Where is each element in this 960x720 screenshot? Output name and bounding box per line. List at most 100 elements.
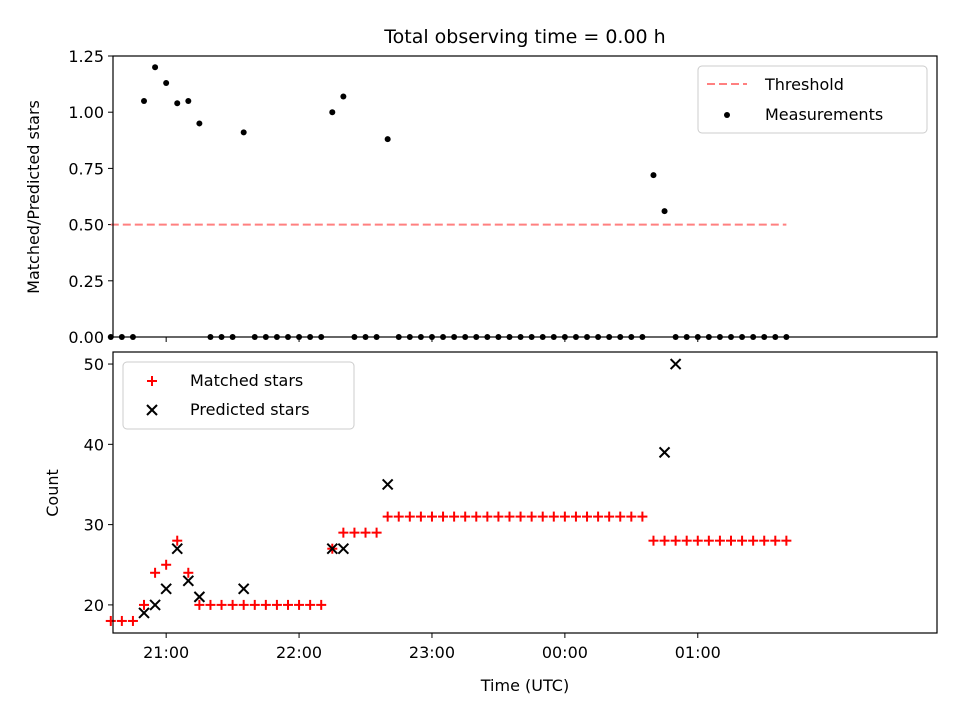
x-marker-b [237, 583, 250, 595]
measurement-point [329, 109, 336, 116]
measurement-point [185, 97, 192, 104]
matched-star-point [216, 599, 227, 610]
matched-star-point [637, 511, 648, 522]
y-tick-label: 30 [84, 516, 104, 535]
x-marker-b [326, 542, 338, 555]
matched-star-point [161, 559, 172, 570]
top-axes-frame [112, 55, 938, 338]
x-marker-b [669, 358, 682, 370]
bottom-legend: Matched stars Predicted stars [122, 361, 355, 430]
matched-star-point [282, 599, 293, 610]
predicted-star-point [193, 591, 206, 603]
x-marker-b [160, 583, 172, 595]
legend-measurement-swatch [724, 112, 730, 118]
matched-star-point [737, 535, 748, 546]
x-tick-label: 21:00 [143, 643, 189, 662]
matched-star-point [294, 599, 305, 610]
matched-star-point [582, 511, 593, 522]
x-tick-label: 22:00 [276, 643, 322, 662]
y-tick-label: 50 [84, 355, 104, 374]
x-marker-b [146, 404, 158, 416]
matched-star-point [449, 511, 460, 522]
predicted-star-point [138, 607, 150, 619]
predicted-star-point [381, 478, 394, 491]
matched-star-point [194, 599, 205, 610]
top-legend: Threshold Measurements [697, 65, 928, 134]
matched-star-point [249, 599, 260, 610]
legend-threshold-label: Threshold [764, 75, 844, 94]
matched-star-point [127, 615, 138, 626]
legend-measurement-label: Measurements [765, 105, 883, 124]
matched-star-point [781, 535, 792, 546]
bottom-legend-box [122, 361, 355, 430]
matched-star-point [648, 535, 659, 546]
matched-star-point [559, 511, 570, 522]
measurement-point [152, 64, 159, 71]
measurement-point [661, 208, 668, 215]
measurement-point [174, 100, 181, 107]
matched-star-point [260, 599, 271, 610]
measurement-point [141, 97, 148, 104]
matched-star-point [305, 599, 316, 610]
x-tick-label: 01:00 [675, 643, 721, 662]
top-legend-box [697, 65, 928, 134]
matched-star-point [504, 511, 515, 522]
matched-star-point [105, 615, 116, 626]
matched-star-point [139, 599, 150, 610]
y-tick-label: 0.50 [68, 216, 104, 235]
matched-star-point [615, 511, 626, 522]
matched-star-point [593, 511, 604, 522]
matched-star-point [681, 535, 692, 546]
measurement-point [196, 120, 203, 127]
matched-star-point [349, 527, 360, 538]
bottom-panel: 20 30 40 50 21:00 22:00 23:00 00:00 01:00 Matched… [84, 351, 938, 662]
y-tick-label: 40 [84, 435, 104, 454]
x-marker-b [149, 599, 161, 611]
matched-star-point [703, 535, 714, 546]
matched-star-point [316, 599, 327, 610]
matched-star-point [393, 511, 404, 522]
predicted-star-point [171, 542, 183, 555]
matched-star-point [748, 535, 759, 546]
legend-predicted-label: Predicted stars [190, 400, 310, 419]
matched-star-point [172, 535, 183, 546]
matched-star-point [438, 511, 449, 522]
predicted-star-point [669, 358, 682, 370]
matched-star-point [205, 599, 216, 610]
matched-star-point [570, 511, 581, 522]
predicted-star-point [237, 583, 250, 595]
matched-star-point [548, 511, 559, 522]
matched-star-point [150, 567, 161, 578]
y-tick-label: 0.75 [68, 159, 104, 178]
matched-star-point [415, 511, 426, 522]
matched-star-point [493, 511, 504, 522]
top-y-axis-label: Matched/Predicted stars [24, 100, 43, 294]
matched-star-point [360, 527, 371, 538]
matched-star-point [382, 511, 393, 522]
matched-star-point [116, 615, 127, 626]
predicted-star-point [182, 575, 195, 587]
measurement-point [384, 136, 391, 143]
bottom-y-axis-label: Count [43, 469, 62, 517]
x-axis-label: Time (UTC) [480, 676, 569, 695]
matched-star-point [604, 511, 615, 522]
matched-star-point [227, 599, 238, 610]
predicted-star-point [149, 599, 161, 611]
matched-star-point [670, 535, 681, 546]
x-marker-b [337, 542, 350, 555]
y-tick-label: 20 [84, 596, 104, 615]
bottom-axes-frame [112, 351, 938, 634]
measurement-point [107, 334, 114, 340]
x-marker-b [171, 542, 183, 555]
matched-star-point [271, 599, 282, 610]
matched-star-point [371, 527, 382, 538]
predicted-star-point [326, 542, 338, 555]
y-tick-label: 1.00 [68, 103, 104, 122]
y-tick-label: 0.00 [68, 328, 104, 347]
predicted-star-point [160, 583, 172, 595]
y-tick-label: 0.25 [68, 272, 104, 291]
matched-star-point [404, 511, 415, 522]
top-panel: 0.00 0.25 0.50 0.75 1.00 1.25 Threshold Measure… [68, 47, 938, 347]
chart-title: Total observing time = 0.00 h [383, 26, 665, 48]
matched-star-point [482, 511, 493, 522]
